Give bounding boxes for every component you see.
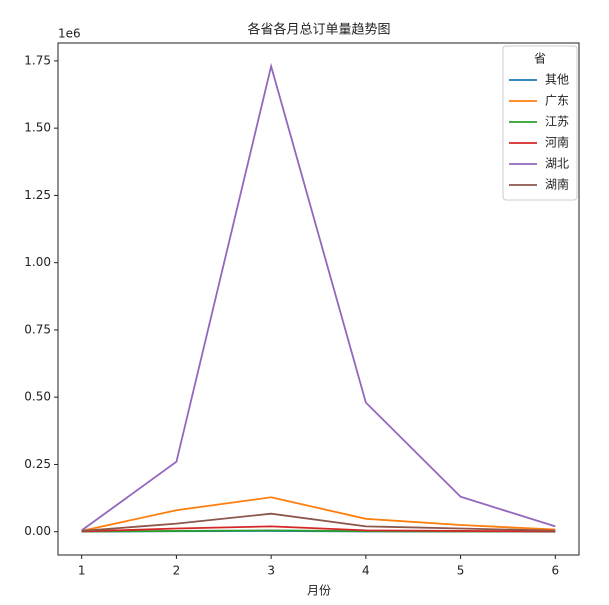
y-tick-label: 1.25 (24, 188, 51, 202)
legend-label: 湖南 (545, 177, 569, 192)
y-tick-label: 1.50 (24, 121, 51, 135)
series-line (81, 496, 556, 532)
y-tick-label: 1.00 (24, 255, 51, 269)
legend-label: 河南 (545, 135, 569, 150)
x-tick-label: 2 (173, 564, 181, 578)
y-tick-label: 0.75 (24, 322, 51, 336)
y-offset-label: 1e6 (58, 27, 81, 41)
plot-frame (57, 42, 580, 556)
x-tick-label: 5 (457, 564, 465, 578)
legend-title: 省 (534, 52, 546, 66)
x-axis-label: 月份 (307, 584, 331, 598)
chart-title: 各省各月总订单量趋势图 (247, 22, 390, 38)
x-tick-label: 1 (78, 564, 86, 578)
x-tick-label: 4 (362, 564, 370, 578)
x-tick-label: 6 (551, 564, 559, 578)
series-line (81, 62, 556, 532)
x-tick-label: 3 (267, 564, 275, 578)
legend-box (502, 45, 578, 201)
legend-label: 湖北 (545, 156, 569, 171)
y-tick-label: 0.25 (24, 457, 51, 471)
series-line (81, 512, 556, 532)
legend-label: 广东 (545, 94, 569, 108)
series-line (81, 525, 556, 533)
y-tick-label: 0.50 (24, 390, 51, 404)
legend-label: 江苏 (545, 115, 569, 129)
legend-label: 其他 (545, 73, 569, 87)
y-tick-label: 0.00 (24, 524, 51, 538)
y-tick-label: 1.75 (24, 53, 51, 67)
